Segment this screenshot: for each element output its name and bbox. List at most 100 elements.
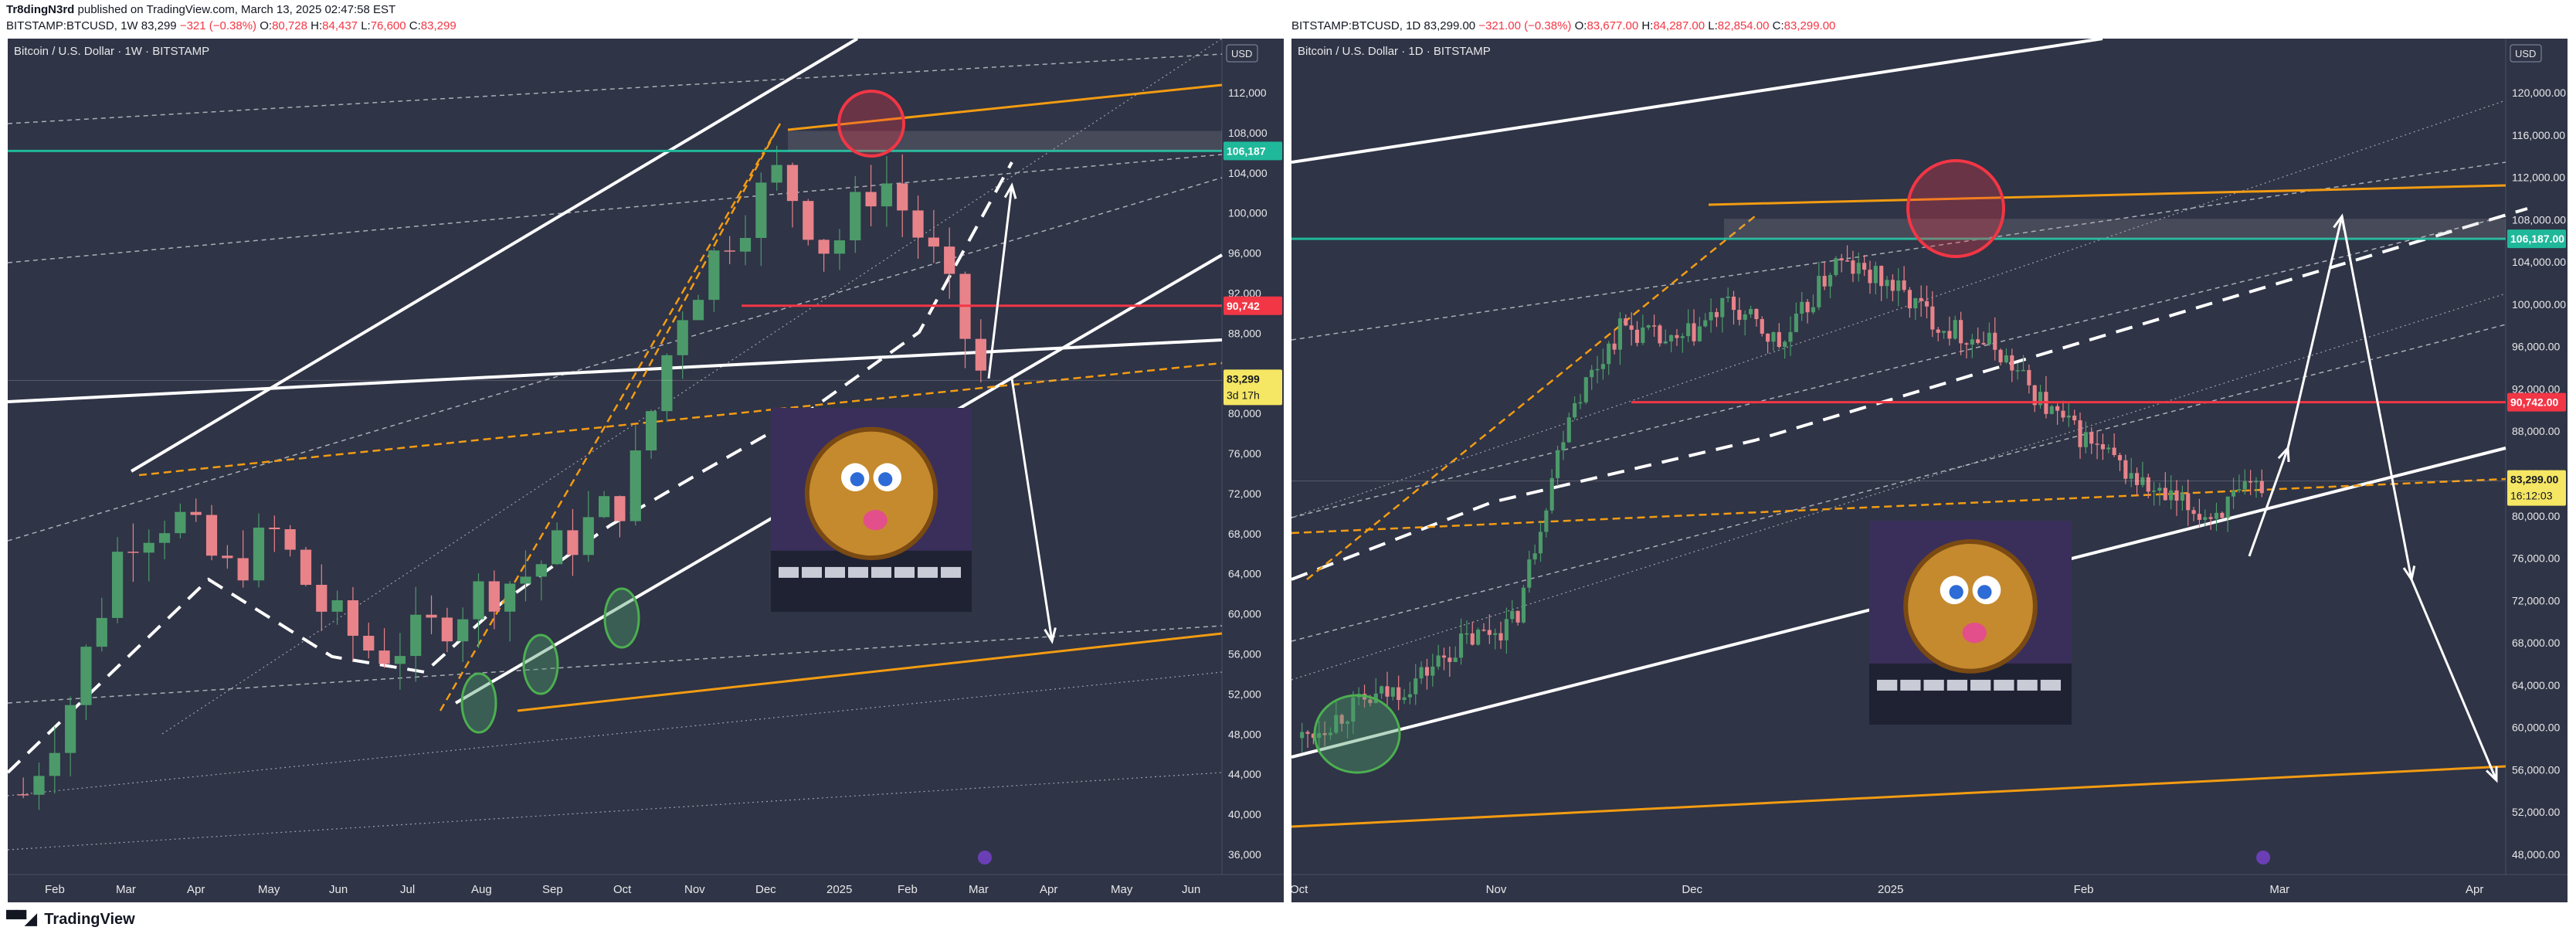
mascot-tongue — [863, 510, 888, 531]
right-candle-body — [1658, 325, 1662, 344]
right-candle-body — [1504, 619, 1509, 640]
left-candle-body — [269, 527, 280, 530]
mascot-keyboard-area — [771, 550, 972, 612]
right-candle-body — [1600, 364, 1605, 369]
right-candle-body — [2157, 487, 2162, 491]
ohlc-right-o: 83,677.00 — [1587, 19, 1639, 32]
right-events-icon[interactable] — [2256, 851, 2270, 864]
left-candle-body — [692, 300, 704, 321]
right-candle-body — [1851, 260, 1855, 274]
right-candle-body — [2237, 489, 2242, 491]
mascot-keyboard-key — [802, 566, 822, 578]
right-candle-body — [1345, 722, 1350, 724]
right-candle-body — [1334, 715, 1339, 733]
right-candle-body — [1419, 667, 1424, 679]
author-name[interactable]: Tr8dingN3rd — [6, 3, 75, 16]
left-x-tick: 2025 — [826, 883, 852, 896]
right-candle-body — [1498, 633, 1503, 640]
right-candle-body — [1981, 342, 1986, 345]
symbol-line: BITSTAMP:BTCUSD, 1W 83,299 −321 (−0.38%)… — [6, 19, 456, 32]
left-y-tick: 48,000 — [1228, 728, 1261, 740]
left-candle-body — [363, 635, 375, 651]
left-current-price-box — [1224, 369, 1282, 406]
left-dashed-trendline — [8, 154, 1223, 263]
right-candle-body — [1714, 311, 1719, 318]
right-candle-body — [2015, 370, 2020, 372]
left-candle-body — [552, 530, 563, 565]
left-bottom-circle-highlight — [460, 672, 497, 734]
right-candle-body — [2163, 487, 2167, 501]
left-solid-trendline — [8, 338, 1223, 403]
tradingview-brand[interactable]: ▀▀◢ TradingView — [6, 909, 135, 929]
right-candle-body — [2089, 432, 2094, 444]
left-y-tick: 104,000 — [1228, 167, 1268, 179]
right-y-tick: 116,000.00 — [2512, 129, 2565, 141]
left-candle-body — [316, 585, 328, 612]
right-candle-body — [2106, 447, 2111, 450]
mascot-keyboard-key — [941, 566, 961, 578]
left-y-tick: 36,000 — [1228, 848, 1261, 861]
right-candle-body — [1322, 732, 1327, 735]
right-x-tick: Nov — [1486, 883, 1507, 896]
mascot-pupil-right — [878, 472, 893, 487]
right-candle-body — [1731, 296, 1736, 311]
right-x-tick: Dec — [1682, 883, 1702, 896]
left-projection-arrowhead — [1003, 182, 1017, 199]
right-candle-body — [1651, 325, 1657, 327]
right-candle-body — [1397, 687, 1401, 701]
right-candle-body — [1431, 666, 1435, 676]
right-current-price-box — [2507, 470, 2566, 506]
left-currency-box[interactable] — [1226, 44, 1258, 63]
ohlc-right-l: 82,854.00 — [1717, 19, 1770, 32]
right-candle-body — [1941, 331, 1946, 333]
chart-right-daily[interactable]: USD 120,000.00 116,000.00 112,000.00 108,000… — [1291, 39, 2568, 902]
left-price-axis[interactable] — [1222, 39, 1284, 902]
right-top-circle-highlight — [1906, 159, 2005, 258]
right-candle-body — [1890, 280, 1895, 291]
left-candle-body — [18, 794, 29, 796]
left-solid-trendline — [130, 39, 859, 473]
mascot-keyboard-key — [894, 566, 915, 578]
right-bar-countdown: 16:12:03 — [2510, 490, 2553, 502]
right-candle-body — [2203, 517, 2208, 520]
left-events-icon[interactable] — [978, 851, 992, 864]
left-chart-svg[interactable]: USD 112,000 108,000 104,000 100,000 96,000 92,… — [8, 39, 1284, 902]
left-x-tick: Mar — [116, 883, 136, 896]
right-candle-body — [1538, 532, 1543, 554]
mascot-keyboard-key — [2017, 679, 2038, 691]
right-candle-body — [1754, 308, 1759, 320]
left-y-tick: 108,000 — [1228, 127, 1268, 139]
right-candle-body — [1936, 329, 1940, 333]
chart-right-title: Bitcoin / U.S. Dollar · 1D · BITSTAMP — [1298, 45, 1491, 58]
right-candle-body — [1470, 633, 1475, 645]
right-candle-body — [1328, 732, 1333, 735]
right-currency-box[interactable] — [2510, 44, 2542, 63]
right-candle-body — [1748, 308, 1753, 314]
left-candle-body — [850, 192, 861, 241]
left-x-tick: Apr — [187, 883, 205, 896]
left-candle-body — [881, 183, 893, 207]
right-candle-body — [1805, 301, 1810, 313]
ohlc-right-c: 83,299.00 — [1784, 19, 1836, 32]
left-candle-body — [567, 530, 579, 555]
ohlc-left-l-label: L: — [361, 19, 371, 32]
chart-left-weekly[interactable]: USD 112,000 108,000 104,000 100,000 96,000 92,… — [8, 39, 1284, 902]
publish-header: Tr8dingN3rd published on TradingView.com… — [0, 0, 2576, 37]
right-candle-body — [1663, 341, 1668, 344]
left-dotted-trendline — [8, 671, 1223, 796]
right-candle-body — [1686, 323, 1691, 337]
right-candle-body — [1634, 329, 1640, 343]
left-candle-body — [222, 555, 233, 559]
ohlc-right-o-label: O: — [1574, 19, 1587, 32]
right-candle-body — [2072, 415, 2077, 421]
ohlc-right-l-label: L: — [1708, 19, 1718, 32]
right-candle-body — [1737, 310, 1742, 320]
right-chart-svg[interactable]: USD 120,000.00 116,000.00 112,000.00 108,000… — [1291, 39, 2568, 902]
right-candle-body — [1783, 341, 1787, 348]
mascot-keyboard-key — [1877, 679, 1898, 691]
right-candle-body — [1834, 258, 1838, 275]
right-candle-body — [1720, 297, 1725, 318]
right-candle-body — [1607, 343, 1611, 365]
mascot-keyboard-key — [1994, 679, 2014, 691]
right-candle-body — [2032, 385, 2037, 406]
